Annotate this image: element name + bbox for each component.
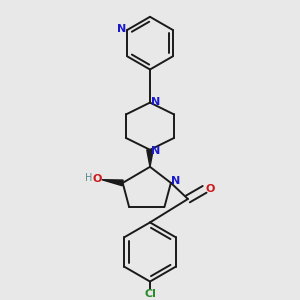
Text: H: H (85, 173, 93, 183)
Text: N: N (117, 24, 126, 34)
Polygon shape (102, 180, 123, 186)
Text: N: N (171, 176, 181, 186)
Text: N: N (151, 146, 160, 156)
Polygon shape (147, 150, 153, 167)
Text: O: O (92, 174, 102, 184)
Text: N: N (151, 97, 160, 106)
Text: Cl: Cl (144, 290, 156, 299)
Text: O: O (205, 184, 214, 194)
